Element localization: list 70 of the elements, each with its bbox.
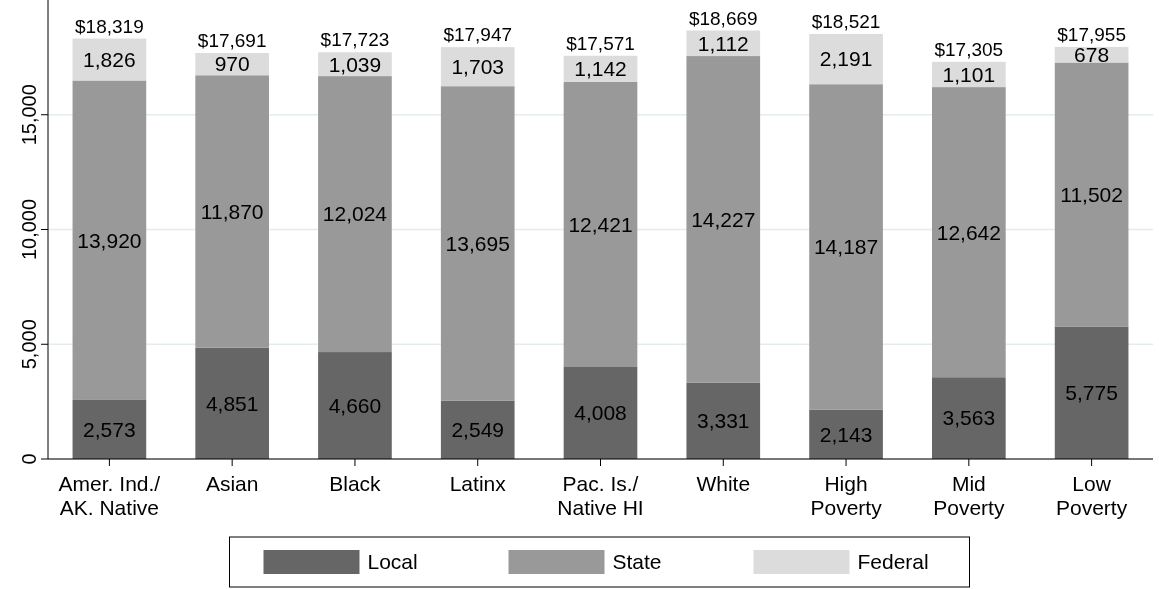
x-tick-label: White [696,472,751,495]
data-label: 1,039 [328,52,382,76]
x-tick-label: Black [329,472,382,495]
y-tick-label: 15,000 [18,84,40,146]
data-label: 2,573 [83,417,136,441]
x-tick-label: Low Poverty [1056,472,1128,519]
bar [686,382,761,459]
data-label: 3,563 [942,406,996,430]
bar [318,76,392,353]
total-label: $17,723 [320,29,390,51]
total-label: $18,669 [688,7,758,29]
data-label: 12,421 [568,212,633,236]
bar [563,367,638,459]
y-tick-label: 10,000 [18,198,40,261]
bar [1054,62,1129,327]
data-label: 13,695 [445,231,510,255]
data-label: 13,920 [77,228,142,252]
bar [932,377,1006,459]
total-label: $17,305 [934,38,1004,60]
x-tick-label: Amer. Ind./ AK. Native [58,472,161,519]
bar [809,33,883,85]
data-label: 4,660 [328,393,382,417]
data-label: 1,112 [697,31,749,55]
bar [932,87,1006,378]
bar [1054,326,1129,459]
total-label: $17,955 [1057,23,1126,45]
data-label: 1,101 [942,62,996,86]
total-label: $18,521 [811,10,881,32]
data-label: 12,024 [322,202,388,226]
legend-label: Federal [857,550,929,573]
total-label: $17,691 [197,29,267,51]
x-tick-label: Latinx [449,472,507,495]
legend-label: State [612,550,662,573]
y-tick-label: 5,000 [18,319,40,370]
x-tick-label: Pac. Is./ Native HI [557,472,644,519]
data-label: 1,142 [574,57,627,81]
data-label: 5,775 [1065,381,1118,405]
bar [72,80,147,400]
data-label: 11,870 [200,199,264,223]
bar [563,81,638,368]
legend-label: Local [367,550,418,573]
bar [195,347,269,459]
bar [686,56,761,383]
data-label: 3,331 [697,409,750,433]
data-label: 2,143 [819,422,873,446]
data-label: 2,191 [819,47,873,71]
x-tick-label: Asian [205,472,259,495]
x-tick-label: Mid Poverty [933,472,1005,519]
total-label: $17,947 [443,24,513,46]
data-label: 970 [214,52,250,76]
x-tick-label: High Poverty [810,472,883,519]
data-label: 2,549 [451,418,504,442]
bar [72,399,147,459]
data-label: 14,227 [691,207,756,231]
bar [440,86,515,401]
bar [318,352,392,459]
data-label: 4,008 [574,401,627,425]
y-tick-label: 0 [18,453,40,465]
bar [440,400,515,459]
data-label: 14,187 [813,235,879,259]
total-label: $17,571 [566,32,635,54]
data-label: 1,703 [451,55,504,79]
data-label: 678 [1074,43,1110,67]
data-label: 1,826 [83,47,136,71]
data-label: 12,642 [936,220,1001,244]
bar [809,84,883,410]
total-label: $18,319 [75,15,144,37]
data-label: 11,502 [1060,182,1123,206]
data-label: 4,851 [205,391,259,415]
bar [195,75,269,348]
